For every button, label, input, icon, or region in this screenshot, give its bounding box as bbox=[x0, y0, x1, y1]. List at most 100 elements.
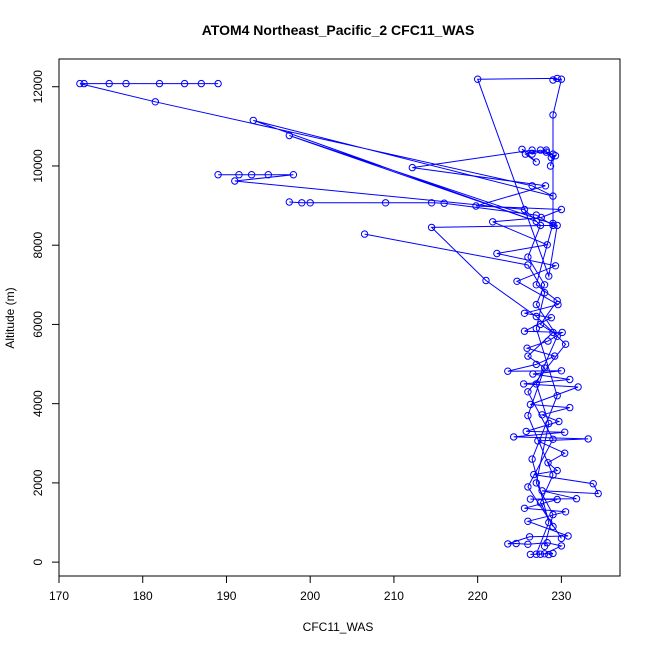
data-point bbox=[528, 146, 536, 154]
data-point bbox=[235, 171, 243, 179]
data-point bbox=[525, 533, 534, 541]
data-point bbox=[561, 428, 569, 436]
data-point bbox=[549, 471, 557, 479]
data-point bbox=[594, 489, 602, 498]
data-point bbox=[482, 276, 490, 285]
data-point bbox=[574, 383, 582, 391]
data-point bbox=[544, 459, 552, 467]
x-tick-label: 230 bbox=[551, 589, 571, 603]
data-point bbox=[584, 435, 592, 443]
data-point bbox=[532, 158, 540, 166]
x-axis-label: CFC11_WAS bbox=[303, 620, 374, 634]
data-point bbox=[557, 542, 566, 550]
y-tick-label: 6000 bbox=[31, 311, 45, 338]
data-point bbox=[553, 74, 561, 83]
data-point bbox=[512, 539, 520, 548]
data-point bbox=[532, 479, 540, 487]
data-point bbox=[520, 380, 528, 388]
data-point bbox=[557, 367, 566, 375]
y-tick-label: 10000 bbox=[31, 149, 45, 183]
data-point bbox=[521, 150, 530, 158]
data-point bbox=[551, 262, 560, 270]
data-point bbox=[553, 466, 561, 475]
data-point bbox=[543, 241, 551, 249]
data-point bbox=[524, 253, 532, 261]
data-point bbox=[520, 205, 529, 214]
data-point bbox=[493, 249, 501, 258]
data-point bbox=[524, 483, 532, 491]
data-point bbox=[381, 199, 390, 207]
data-point bbox=[76, 79, 84, 88]
data-point bbox=[408, 163, 416, 172]
x-tick-label: 200 bbox=[300, 589, 320, 603]
data-point bbox=[546, 162, 555, 170]
data-point bbox=[524, 517, 532, 525]
data-point bbox=[549, 111, 557, 119]
data-point bbox=[549, 435, 557, 443]
data-point bbox=[566, 375, 574, 384]
data-point bbox=[528, 182, 536, 190]
x-axis: 170 180 190 200 210 220 230 bbox=[49, 575, 572, 603]
data-point bbox=[231, 177, 239, 185]
series-line-4 bbox=[289, 201, 567, 539]
data-point bbox=[564, 532, 572, 540]
data-point bbox=[285, 198, 293, 206]
series-line-1 bbox=[412, 148, 600, 556]
data-point bbox=[247, 171, 256, 179]
data-point bbox=[526, 495, 535, 503]
data-point bbox=[553, 221, 561, 230]
data-point bbox=[249, 116, 258, 125]
data-point bbox=[536, 550, 545, 558]
data-point bbox=[545, 419, 553, 428]
data-point bbox=[214, 79, 222, 88]
data-point bbox=[472, 202, 480, 210]
data-point bbox=[504, 367, 512, 375]
data-point bbox=[549, 510, 557, 519]
data-point bbox=[306, 199, 314, 207]
data-point bbox=[532, 324, 540, 333]
y-axis-label: Altitude (m) bbox=[3, 287, 17, 348]
data-point bbox=[427, 223, 436, 232]
data-point bbox=[214, 171, 222, 179]
data-point bbox=[545, 518, 553, 527]
data-point bbox=[557, 75, 566, 83]
data-point bbox=[530, 470, 538, 479]
data-point bbox=[549, 76, 557, 84]
data-point bbox=[545, 550, 553, 559]
y-tick-label: 2000 bbox=[31, 469, 45, 496]
chart-title: ATOM4 Northeast_Pacific_2 CFC11_WAS bbox=[202, 22, 475, 38]
y-tick-label: 4000 bbox=[31, 390, 45, 417]
data-point bbox=[524, 352, 532, 360]
data-point bbox=[522, 427, 530, 436]
data-point bbox=[557, 534, 566, 543]
data-point bbox=[523, 344, 531, 352]
data-point bbox=[518, 145, 526, 154]
data-point bbox=[532, 550, 540, 558]
data-point bbox=[524, 388, 532, 396]
data-point bbox=[540, 289, 549, 297]
data-point bbox=[180, 79, 189, 88]
data-point bbox=[360, 230, 369, 238]
data-point bbox=[561, 449, 569, 457]
x-tick-label: 180 bbox=[133, 589, 153, 603]
data-point bbox=[532, 211, 540, 219]
data-point bbox=[566, 403, 574, 412]
data-point bbox=[427, 199, 436, 207]
series-line-5 bbox=[364, 233, 558, 555]
data-point bbox=[504, 540, 512, 548]
data-point bbox=[561, 340, 570, 348]
data-point bbox=[536, 146, 545, 154]
data-point bbox=[549, 221, 557, 230]
series-line-3 bbox=[218, 174, 558, 547]
y-tick-label: 8000 bbox=[31, 232, 45, 259]
series-layer bbox=[76, 74, 602, 559]
y-tick-label: 0 bbox=[31, 558, 45, 565]
x-tick-label: 190 bbox=[216, 589, 236, 603]
series-line-2 bbox=[79, 77, 563, 527]
data-point bbox=[540, 281, 549, 289]
data-point bbox=[561, 508, 570, 516]
data-point bbox=[80, 79, 88, 88]
data-point bbox=[544, 337, 552, 345]
